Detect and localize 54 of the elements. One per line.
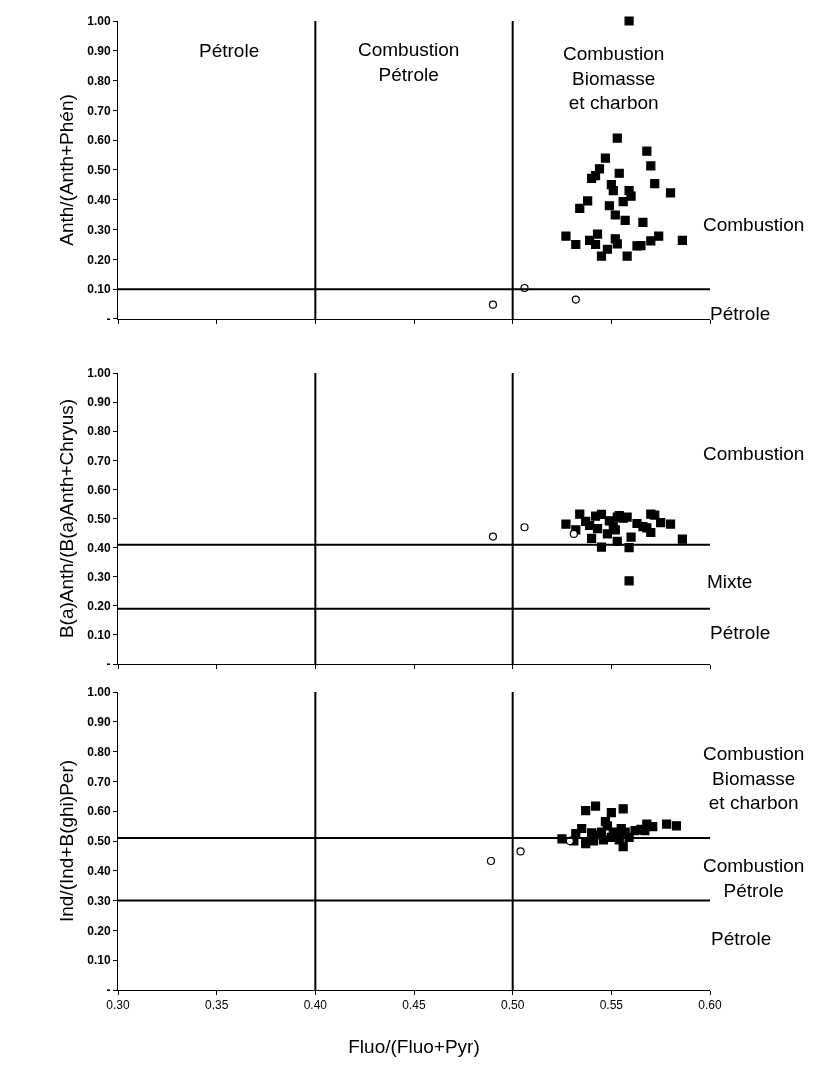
y-tick-label: 1.00 [87,14,111,29]
y-tick-label: 0.10 [87,628,111,643]
y-tick-label: 0.60 [87,133,111,148]
x-tick-label: 0.35 [204,998,229,1013]
x-tick-label: 0.55 [599,998,624,1013]
y-tick-label: 0.80 [87,73,111,88]
y-tick-label: 0.70 [87,774,111,789]
y-tick-label: 0.60 [87,482,111,497]
x-tick-label: 0.50 [500,998,525,1013]
annotation: Mixte [707,571,753,592]
y-tick-label: 0.20 [87,599,111,614]
y-tick-label: 0.70 [87,103,111,118]
annotation: Combustion Pétrole [703,855,805,901]
annotation: Combustion [703,214,805,235]
y-axis-title: Ind/(Ind+B(ghi)Per) [56,759,78,923]
y-tick-label: 0.50 [87,834,111,849]
y-tick-label: 0.40 [87,192,111,207]
text: Pétrole [711,928,772,949]
text: Pétrole [710,303,771,324]
y-tick-label: 0.80 [87,744,111,759]
y-tick-label: 1.00 [87,685,111,700]
y-tick-label: 0.20 [87,252,111,267]
y-axis-title: Anth/(Anth+Phén) [56,94,78,246]
y-axis-title: B(a)Anth/(B(a)Anth+Chryus) [56,398,78,639]
y-tick-label: 0.30 [87,569,111,584]
text: Pétrole [710,622,771,643]
y-tick-label: 0.90 [87,44,111,58]
x-tick-label: 0.60 [698,998,722,1013]
y-tick-label: 0.20 [87,923,111,938]
y-tick-label: 0.10 [87,282,111,297]
annotation: Combustion [703,443,805,464]
annotation: Pétrole [199,40,260,61]
y-tick-label: - [106,657,111,672]
y-tick-label: - [106,312,111,327]
y-tick-label: 0.80 [87,424,111,439]
annotation: Combustion Biomasse et charbon [563,43,665,114]
y-tick-label: 0.30 [87,893,111,908]
x-tick-label: 0.45 [402,998,426,1013]
y-tick-label: 0.50 [87,511,111,526]
y-tick-label: 0.10 [87,953,111,968]
annotation: Combustion Biomasse et charbon [703,743,805,814]
y-tick-label: 0.40 [87,540,111,555]
y-tick-label: 0.90 [87,395,111,410]
x-tick-label: 0.40 [303,998,328,1013]
x-axis-title: Fluo/(Fluo+Pyr) [348,1036,480,1058]
y-tick-label: 0.30 [87,222,111,237]
y-tick-label: 0.70 [87,453,111,468]
y-tick-label: 0.90 [87,715,111,730]
y-tick-label: 0.50 [87,163,111,178]
annotation: Combustion Pétrole [358,39,460,85]
y-tick-label: 1.00 [87,366,111,381]
y-tick-label: 0.40 [87,864,111,879]
y-tick-label: 0.60 [87,804,111,819]
y-tick-label: - [106,983,111,998]
